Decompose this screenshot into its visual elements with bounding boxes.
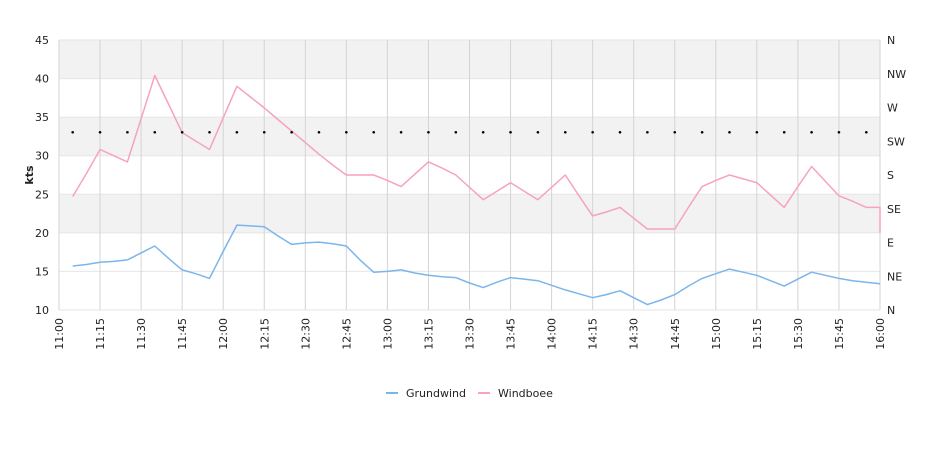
direction-marker: [700, 130, 704, 134]
x-tick-label: 11:30: [135, 318, 148, 350]
legend: Grundwind Windboee: [386, 387, 553, 400]
direction-marker: [509, 130, 512, 134]
direction-marker: [618, 130, 622, 134]
y-tick-label: 20: [35, 227, 49, 240]
direction-marker: [563, 130, 567, 134]
direction-axis-ticks: N NE E SE S SW W NW N: [887, 34, 906, 317]
direction-marker: [262, 130, 266, 134]
x-tick-label: 12:30: [299, 318, 312, 350]
direction-tick-label: W: [887, 102, 898, 115]
direction-marker: [591, 130, 594, 134]
direction-tick-label: E: [887, 237, 894, 250]
y-axis-ticks: 10 15 20 25 30 35 40 45: [35, 34, 49, 317]
y-tick-label: 45: [35, 34, 49, 47]
direction-marker: [646, 130, 649, 134]
x-tick-label: 11:15: [94, 318, 107, 350]
direction-tick-label: NW: [887, 68, 906, 81]
direction-tick-label: SE: [887, 203, 901, 216]
direction-marker: [865, 130, 868, 134]
x-tick-label: 14:30: [628, 318, 641, 350]
x-tick-label: 12:15: [258, 318, 271, 350]
direction-marker: [810, 130, 813, 134]
series-line-grundwind: [72, 224, 881, 306]
x-tick-label: 12:00: [217, 318, 230, 350]
direction-tick-label: S: [887, 169, 894, 182]
direction-marker: [180, 130, 184, 134]
y-tick-label: 35: [35, 111, 49, 124]
direction-tick-label: N: [887, 34, 895, 47]
direction-marker: [454, 130, 458, 134]
direction-marker: [235, 130, 239, 134]
direction-marker: [98, 130, 102, 134]
direction-marker: [837, 130, 841, 134]
direction-marker: [399, 130, 403, 134]
direction-tick-label: NE: [887, 270, 902, 283]
direction-marker: [208, 130, 211, 134]
x-tick-label: 15:30: [792, 318, 805, 350]
x-tick-label: 13:00: [381, 318, 394, 350]
direction-marker: [290, 130, 293, 134]
x-tick-label: 13:30: [464, 318, 477, 350]
y-tick-label: 25: [35, 188, 49, 201]
x-tick-label: 14:15: [587, 318, 600, 350]
direction-marker: [71, 130, 74, 134]
direction-marker: [345, 130, 348, 134]
x-tick-label: 13:45: [505, 318, 518, 350]
direction-tick-label: SW: [887, 135, 905, 148]
y-tick-label: 40: [35, 73, 49, 86]
x-tick-label: 14:00: [546, 318, 559, 350]
direction-marker: [755, 130, 759, 134]
direction-marker: [481, 130, 485, 134]
legend-label-windboee[interactable]: Windboee: [498, 387, 553, 400]
x-tick-label: 15:00: [710, 318, 723, 350]
x-tick-label: 13:15: [422, 318, 435, 350]
direction-marker: [317, 130, 321, 134]
direction-tick-label: N: [887, 304, 895, 317]
direction-marker: [427, 130, 430, 134]
y-tick-label: 30: [35, 150, 49, 163]
y-tick-label: 10: [35, 304, 49, 317]
direction-marker: [153, 130, 157, 134]
x-tick-label: 15:15: [751, 318, 764, 350]
x-tick-label: 11:45: [176, 318, 189, 350]
series-lines: [72, 74, 881, 306]
series-line-windboee: [72, 74, 881, 233]
x-tick-label: 15:45: [833, 318, 846, 350]
direction-markers: [71, 130, 868, 134]
direction-marker: [728, 130, 731, 134]
direction-marker: [782, 130, 786, 134]
legend-label-grundwind[interactable]: Grundwind: [406, 387, 466, 400]
direction-marker: [673, 130, 677, 134]
x-axis-ticks: 11:00 11:15 11:30 11:45 12:00 12:15 12:30 12:45…: [53, 318, 887, 350]
direction-marker: [372, 130, 376, 134]
y-axis-label: kts: [23, 165, 36, 185]
x-tick-label: 12:45: [340, 318, 353, 350]
direction-marker: [536, 130, 540, 134]
direction-marker: [126, 130, 129, 134]
y-tick-label: 15: [35, 265, 49, 278]
x-tick-label: 11:00: [53, 318, 66, 350]
x-tick-label: 14:45: [669, 318, 682, 350]
x-tick-label: 16:00: [874, 318, 887, 350]
